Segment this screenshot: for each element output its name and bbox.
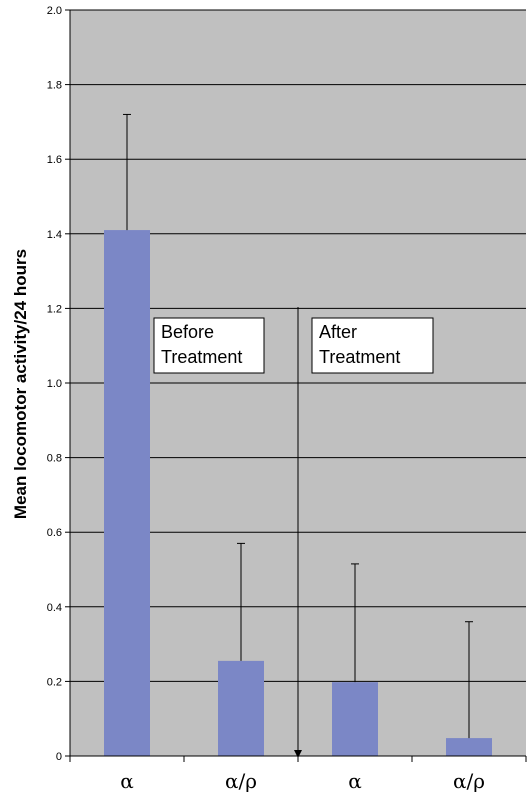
annotation-after-line1: After [319, 322, 357, 342]
x-tick-label: α [120, 769, 134, 793]
y-axis-label: Mean locomotor activity/24 hours [11, 249, 30, 519]
annotation-before-line2: Treatment [161, 347, 242, 367]
y-axis-ticks: 0 0.2 0.4 0.6 0.8 1.0 1.2 1.4 1.6 1.8 2.0 [47, 5, 70, 763]
bar [332, 682, 378, 756]
bar [218, 660, 264, 756]
bar [446, 738, 492, 756]
annotation-before-line1: Before [161, 322, 214, 342]
x-tick-label: α/ρ [225, 769, 257, 793]
y-tick-label: 1.6 [47, 154, 62, 166]
x-tick-label: α [348, 769, 362, 793]
annotation-after-treatment: After Treatment [311, 317, 434, 374]
y-tick-label: 0.8 [47, 453, 62, 465]
bars [104, 230, 492, 756]
y-tick-label: 1.2 [47, 303, 62, 315]
y-tick-label: 1.4 [47, 229, 62, 241]
bar [104, 230, 150, 756]
annotation-after-line2: Treatment [319, 347, 400, 367]
y-tick-label: 0 [56, 751, 62, 763]
error-bars [123, 113, 473, 739]
y-tick-label: 2.0 [47, 5, 62, 17]
y-tick-label: 1.8 [47, 80, 62, 92]
treatment-divider-arrowhead [294, 750, 302, 758]
annotation-before-treatment: Before Treatment [153, 317, 265, 374]
y-tick-label: 1.0 [47, 378, 62, 390]
x-tick-label: α/ρ [453, 769, 485, 793]
y-tick-label: 0.2 [47, 676, 62, 688]
y-tick-label: 0.6 [47, 527, 62, 539]
y-tick-label: 0.4 [47, 602, 62, 614]
x-axis: α α/ρ α α/ρ [69, 10, 527, 793]
